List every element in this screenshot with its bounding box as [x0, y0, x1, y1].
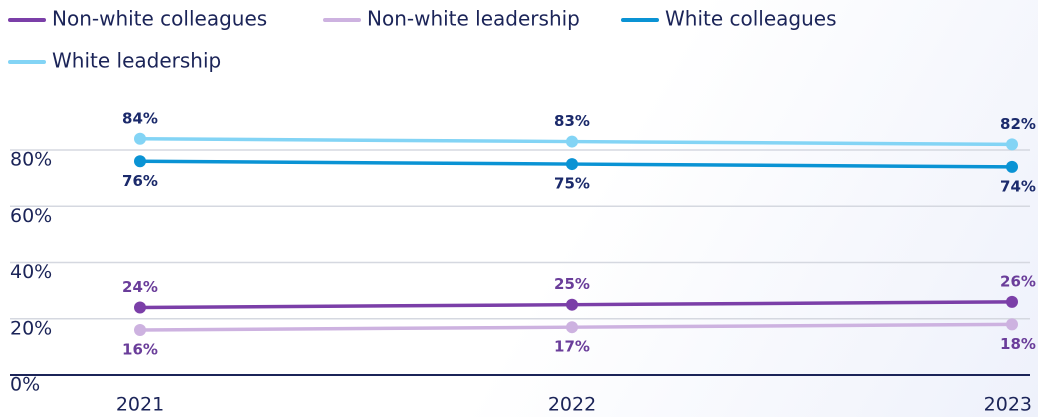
data-point	[134, 132, 146, 145]
data-point	[1006, 138, 1018, 151]
y-tick-label: 60%	[10, 205, 52, 227]
data-label: 25%	[554, 275, 590, 293]
data-point	[134, 155, 146, 168]
data-label: 74%	[1000, 177, 1036, 195]
y-tick-label: 80%	[10, 149, 52, 171]
legend-label: Non-white colleagues	[52, 7, 267, 31]
y-tick-label: 40%	[10, 261, 52, 283]
data-label: 18%	[1000, 335, 1036, 353]
data-label: 24%	[122, 278, 158, 296]
x-tick-label: 2021	[116, 394, 164, 416]
data-point	[1006, 295, 1018, 308]
data-label: 82%	[1000, 115, 1036, 133]
data-label: 75%	[554, 175, 590, 193]
data-label: 76%	[122, 172, 158, 190]
data-label: 16%	[122, 341, 158, 359]
data-label: 84%	[122, 109, 158, 127]
data-point	[1006, 318, 1018, 331]
data-label: 26%	[1000, 272, 1036, 290]
y-tick-label: 0%	[10, 374, 40, 396]
data-point	[566, 298, 578, 311]
data-point	[566, 321, 578, 334]
data-point	[566, 135, 578, 148]
data-point	[1006, 160, 1018, 173]
data-label: 83%	[554, 112, 590, 130]
data-point	[566, 158, 578, 171]
data-point	[134, 324, 146, 336]
legend-label: White colleagues	[665, 7, 837, 31]
y-tick-label: 20%	[10, 317, 52, 339]
legend-label: White leadership	[52, 49, 221, 73]
data-point	[134, 301, 146, 314]
data-label: 17%	[554, 338, 590, 356]
legend-label: Non-white leadership	[367, 7, 580, 31]
x-tick-label: 2023	[984, 394, 1032, 416]
x-tick-label: 2022	[548, 394, 596, 416]
